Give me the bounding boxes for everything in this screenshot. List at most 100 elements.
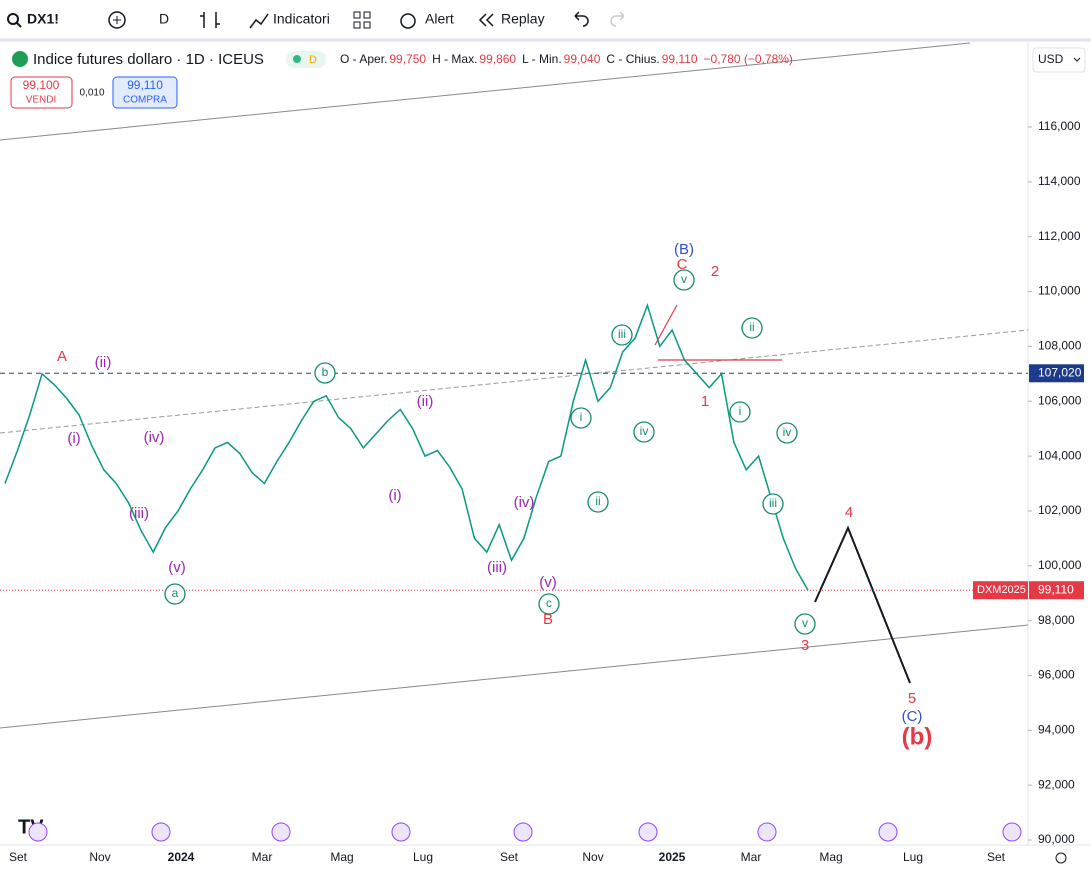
wave-circle [741, 317, 763, 339]
currency[interactable]: USD [1038, 52, 1064, 66]
y-tick-label: 104,000 [1038, 448, 1082, 462]
wave-circle [776, 422, 798, 444]
wave-label-circled: v [802, 616, 808, 630]
y-tick-label: 100,000 [1038, 558, 1082, 572]
legend-low-label: L - Min. [522, 52, 562, 66]
y-tick-label: 102,000 [1038, 503, 1082, 517]
x-tick-label: Lug [413, 850, 433, 864]
legend-open: 99,750 [389, 52, 426, 66]
x-tick-label: Nov [582, 850, 603, 864]
wave-label-circled: v [681, 272, 687, 286]
event-icon [271, 822, 291, 842]
y-tick-label: 90,000 [1038, 832, 1075, 846]
wave-label: (iii) [129, 505, 149, 522]
x-tick-label: Lug [903, 850, 923, 864]
x-tick-label: Set [9, 850, 28, 864]
y-tick-label: 108,000 [1038, 339, 1082, 353]
wave-label: A [57, 348, 67, 365]
wave-label-circled: c [546, 596, 552, 610]
y-tick-label: 116,000 [1038, 119, 1081, 133]
legend-high: 99,860 [479, 52, 516, 66]
wave-circle [314, 362, 336, 384]
wave-label: (ii) [417, 393, 434, 410]
last-price-label: 99,110 [1038, 582, 1074, 596]
wave-circle [587, 491, 609, 513]
toolbar [0, 0, 1091, 40]
last-price-bg [1029, 581, 1084, 600]
level-tag [1029, 364, 1084, 383]
wave-label: B [543, 611, 553, 628]
y-tick-label: 110,000 [1038, 284, 1081, 298]
wave-label: 2 [711, 263, 719, 280]
sell-button[interactable]: VENDI [26, 95, 57, 106]
wave-label: 4 [845, 504, 853, 521]
alert-button[interactable]: Alert [425, 11, 454, 27]
wave-circle [729, 401, 751, 423]
wave-label: (iv) [144, 429, 165, 446]
wave-label-circled: b [322, 365, 329, 379]
legend-badge: D [309, 54, 317, 66]
wave-circle [794, 613, 816, 635]
wave-label-circled: ii [749, 320, 754, 334]
legend-title: Indice futures dollaro · 1D · ICEUS [33, 51, 264, 68]
x-tick-label: Mag [819, 850, 842, 864]
wave-label-circled: ii [595, 494, 600, 508]
event-icon [28, 822, 48, 842]
x-tick-label: Mag [330, 850, 353, 864]
event-icon [878, 822, 898, 842]
wave-label: (i) [388, 487, 401, 504]
sell-price[interactable]: 99,100 [23, 78, 60, 92]
wave-label: C [677, 256, 688, 273]
wave-label: (v) [168, 559, 186, 576]
legend-low: 99,040 [564, 52, 601, 66]
x-tick-label: Nov [89, 850, 110, 864]
event-icon [638, 822, 658, 842]
legend-high-label: H - Max. [432, 52, 477, 66]
legend-close-label: C - Chius. [606, 52, 659, 66]
wave-label: 5 [908, 690, 916, 707]
y-tick-label: 96,000 [1038, 668, 1075, 682]
wave-label-circled: iv [783, 425, 792, 439]
legend-open-label: O - Aper. [340, 52, 387, 66]
wave-label: (ii) [95, 354, 112, 371]
y-tick-label: 106,000 [1038, 393, 1082, 407]
replay-button[interactable]: Replay [501, 11, 545, 27]
last-tag: DXM2025 [977, 584, 1026, 596]
y-tick-label: 112,000 [1038, 229, 1081, 243]
buy-price[interactable]: 99,110 [127, 78, 163, 92]
interval[interactable]: D [159, 11, 169, 27]
x-tick-label: Set [987, 850, 1006, 864]
indicators-button[interactable]: Indicatori [273, 11, 330, 27]
level-label: 107,020 [1038, 365, 1082, 379]
wave-label-circled: i [580, 410, 583, 424]
wave-label-circled: a [172, 586, 179, 600]
plot-area [0, 42, 1029, 729]
x-tick-label: Set [500, 850, 519, 864]
x-tick-label: 2025 [659, 850, 686, 864]
wave-circle [164, 583, 186, 605]
wave-label: (b) [902, 723, 933, 750]
wave-label: 1 [701, 393, 709, 410]
wave-label: (i) [67, 430, 80, 447]
last-tag-bg [973, 581, 1028, 600]
wave-label: (iii) [487, 559, 507, 576]
x-tick-label: Mar [252, 850, 273, 864]
wave-label: (iv) [514, 494, 535, 511]
wave-label: (B) [674, 241, 694, 258]
price-line [4, 302, 809, 591]
event-icon [391, 822, 411, 842]
wave-label: 3 [801, 637, 809, 654]
legend-close: 99,110 [662, 52, 698, 66]
wave-circle [633, 421, 655, 443]
y-tick-label: 114,000 [1038, 174, 1081, 188]
y-tick-label: 92,000 [1038, 777, 1075, 791]
event-icon [513, 822, 533, 842]
symbol[interactable]: DX1! [27, 11, 59, 27]
wave-label-circled: i [739, 404, 742, 418]
x-tick-label: Mar [741, 850, 762, 864]
event-icon [151, 822, 171, 842]
buy-button[interactable]: COMPRA [123, 95, 167, 106]
wave-label: (v) [539, 574, 557, 591]
